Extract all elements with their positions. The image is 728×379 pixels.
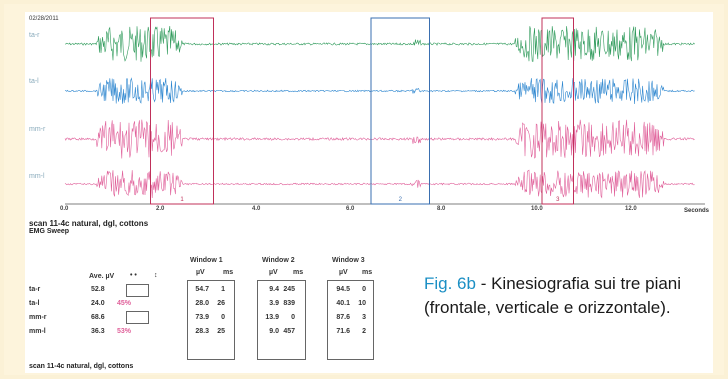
table-cell-ave: 24.0 (91, 300, 105, 307)
table-cell-w2-ms: 457 (283, 328, 295, 335)
caption-text: - Kinesiografia sui tre piani (frontale,… (424, 274, 682, 317)
channel-label-ta-l: ta-l (29, 78, 39, 85)
table-cell-w2-uv: 9.4 (269, 286, 279, 293)
table-row-label: ta-r (29, 286, 41, 293)
w3-ms-header: ms (362, 269, 373, 276)
w2-uv-header: µV (269, 269, 278, 276)
window-1-header: Window 1 (190, 257, 223, 264)
table-row-label: mm-l (29, 328, 46, 335)
x-tick-label: 0.0 (60, 206, 69, 212)
table-cell-w3-uv: 40.1 (336, 300, 350, 307)
table-cell-w3-ms: 0 (362, 286, 366, 293)
figure-frame: 02/28/2011 ta-r ta-l mm-r mm-l 1 2 3 0.0 2… (4, 4, 724, 375)
analysis-window-2 (370, 17, 430, 205)
analysis-window-3 (541, 17, 574, 205)
table-cell-w2-ms: 839 (283, 300, 295, 307)
table-cell-w2-uv: 3.9 (269, 300, 279, 307)
recording-date: 02/28/2011 (29, 16, 59, 22)
analysis-window-label: 3 (556, 197, 560, 203)
table-cell-w3-ms: 2 (362, 328, 366, 335)
table-cell-w1-ms: 25 (217, 328, 225, 335)
table-cell-w1-uv: 54.7 (195, 286, 209, 293)
table-cell-w3-ms: 10 (358, 300, 366, 307)
table-cell-ave: 36.3 (91, 328, 105, 335)
emg-trace-mm-r (64, 119, 695, 159)
table-cell-w1-ms: 0 (221, 314, 225, 321)
table-row-label: ta-l (29, 300, 40, 307)
emg-trace-ta-l (64, 77, 695, 105)
figure-panel: 02/28/2011 ta-r ta-l mm-r mm-l 1 2 3 0.0 2… (25, 12, 713, 373)
analysis-window-label: 1 (180, 197, 184, 203)
table-cell-w3-ms: 3 (362, 314, 366, 321)
w1-ms-header: ms (223, 269, 234, 276)
figure-caption: Fig. 6b - Kinesiografia sui tre piani (f… (424, 272, 694, 320)
table-cell-ave: 68.6 (91, 314, 105, 321)
table-cell-w3-uv: 94.5 (336, 286, 350, 293)
x-tick-label: 10.0 (531, 206, 543, 212)
table-cell-w2-uv: 13.9 (265, 314, 279, 321)
x-tick-label: 4.0 (252, 206, 261, 212)
table-cell-ave: 52.8 (91, 286, 105, 293)
table-cell-w2-ms: 0 (291, 314, 295, 321)
table-cell-w1-uv: 73.9 (195, 314, 209, 321)
x-tick-label: 2.0 (156, 206, 165, 212)
channel-label-mm-r: mm-r (29, 126, 46, 133)
table-cell-w3-uv: 87.6 (336, 314, 350, 321)
emg-trace-mm-l (64, 169, 695, 199)
table-cell-w3-uv: 71.6 (336, 328, 350, 335)
table-cell-w1-ms: 1 (221, 286, 225, 293)
table-cell-w1-uv: 28.3 (195, 328, 209, 335)
emg-sweep-chart: 1 2 3 (64, 17, 705, 205)
ave-highlight-box (126, 311, 149, 324)
x-tick-label: 6.0 (346, 206, 355, 212)
chart-title: scan 11-4c natural, dgl, cottons (29, 219, 149, 228)
ave-header: Ave. µV (89, 273, 115, 280)
window-3-header: Window 3 (332, 257, 365, 264)
table-cell-w1-uv: 28.0 (195, 300, 209, 307)
footer-title: scan 11-4c natural, dgl, cottons (29, 363, 134, 370)
table-cell-w1-ms: 26 (217, 300, 225, 307)
window-2-header: Window 2 (262, 257, 295, 264)
table-cell-percent: 53% (117, 328, 132, 335)
sym-header-1: • • (130, 272, 137, 279)
window-2-box (257, 280, 306, 360)
analysis-window-label: 2 (399, 197, 403, 203)
table-cell-w2-uv: 9.0 (269, 328, 279, 335)
w3-uv-header: µV (339, 269, 348, 276)
ave-highlight-box (126, 284, 149, 297)
emg-trace-ta-r (64, 25, 695, 62)
w2-ms-header: ms (293, 269, 304, 276)
table-cell-percent: 45% (117, 300, 132, 307)
channel-label-ta-r: ta-r (29, 32, 40, 39)
x-axis-label: Seconds (683, 208, 709, 214)
caption-label: Fig. 6b (424, 274, 476, 293)
x-tick-label: 8.0 (437, 206, 446, 212)
channel-label-mm-l: mm-l (29, 173, 45, 180)
sym-header-2: ↕ (154, 272, 158, 279)
chart-subtitle: EMG Sweep (29, 228, 70, 235)
window-1-box (187, 280, 235, 360)
x-tick-label: 12.0 (625, 206, 637, 212)
analysis-window-1 (150, 17, 214, 205)
w1-uv-header: µV (196, 269, 205, 276)
window-3-box (327, 280, 374, 360)
table-row-label: mm-r (29, 314, 47, 321)
table-cell-w2-ms: 245 (283, 286, 295, 293)
